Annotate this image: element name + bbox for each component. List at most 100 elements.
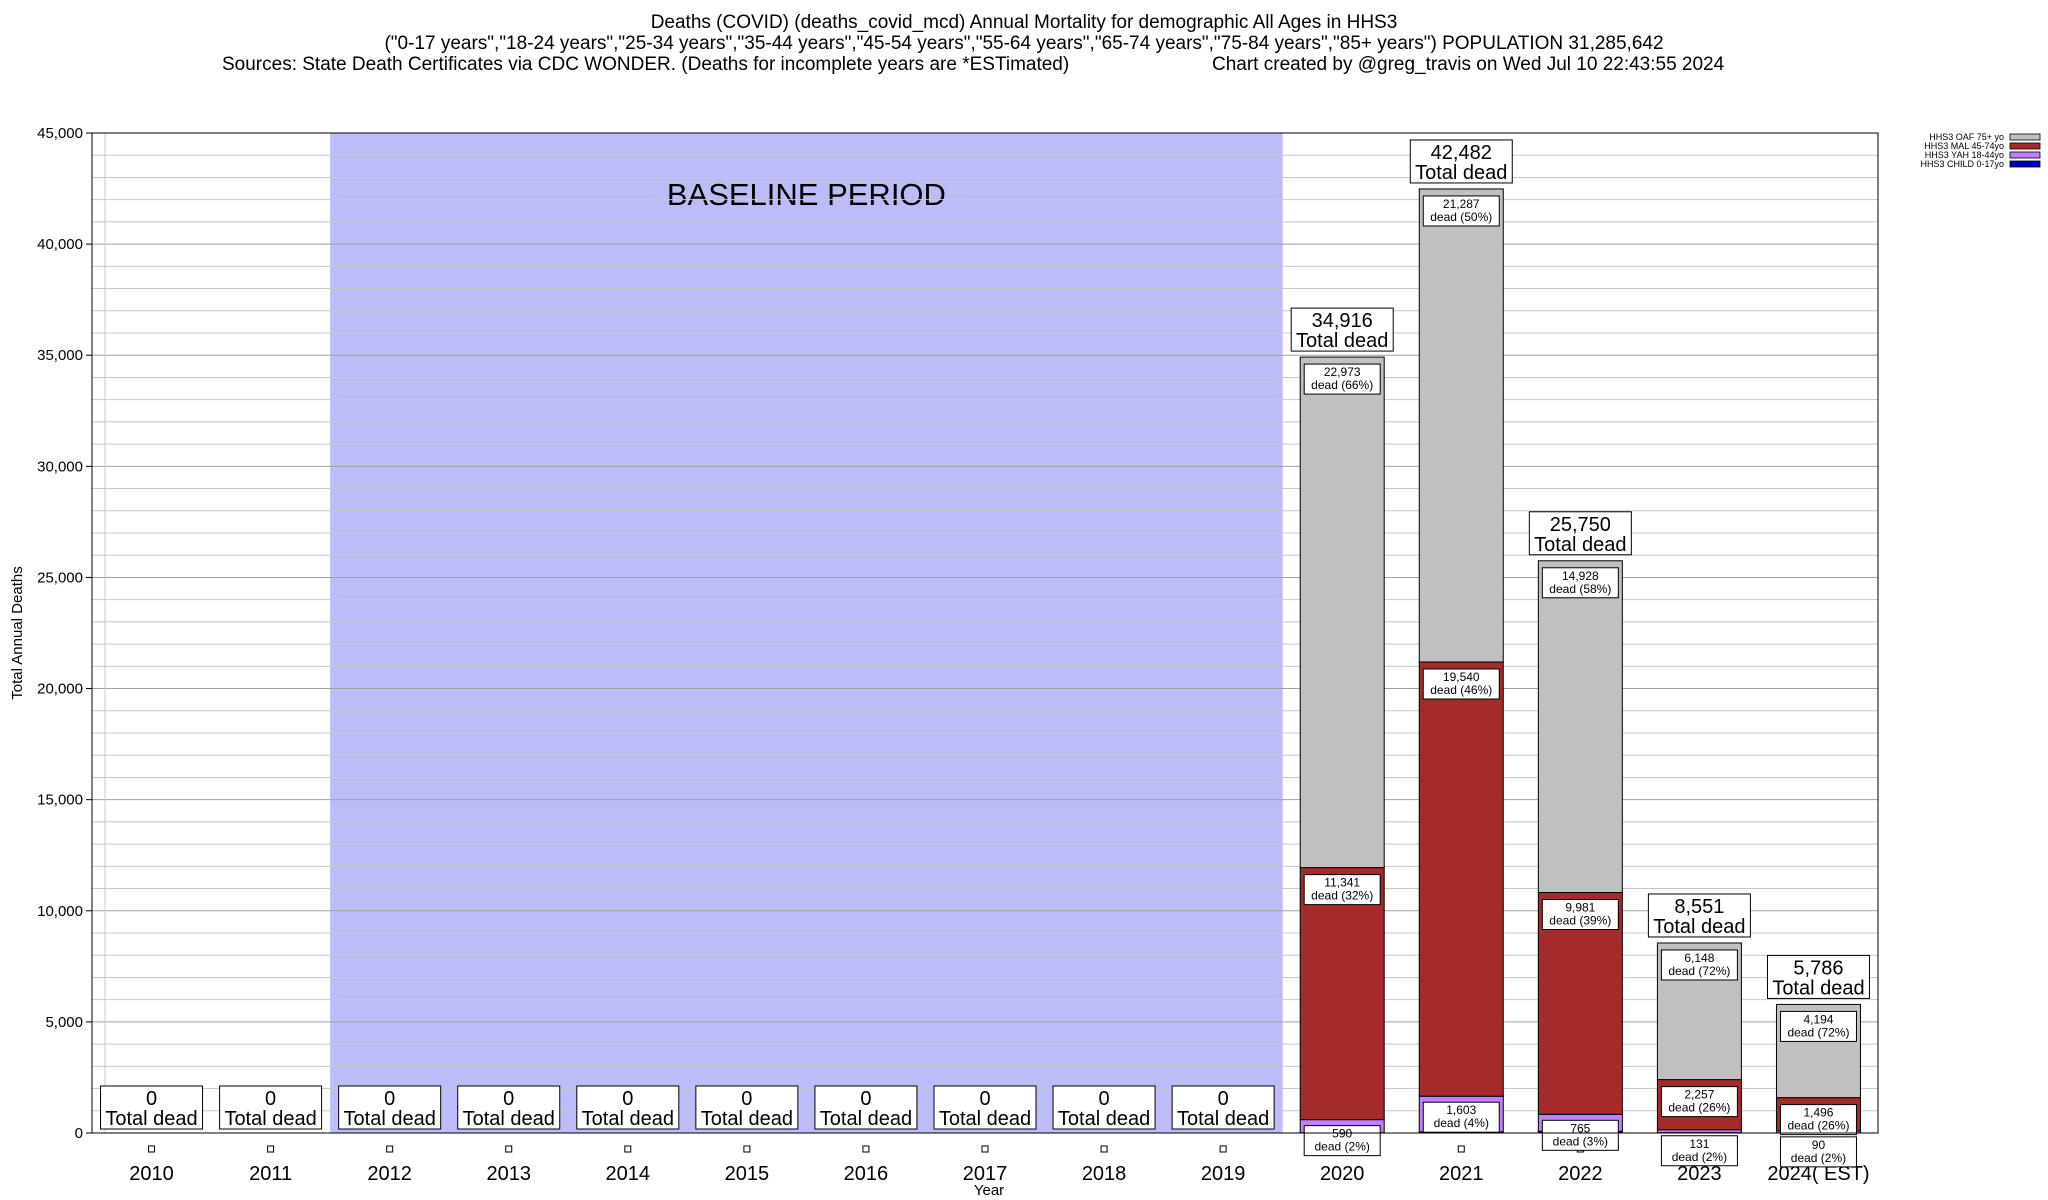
x-marker <box>1457 1145 1465 1153</box>
x-marker <box>981 1145 989 1153</box>
y-tick-label: 25,000 <box>37 569 83 586</box>
total-dead-label: Total dead <box>939 1108 1031 1130</box>
total-value-label: 0 <box>265 1088 276 1110</box>
segment-label-box <box>1779 1104 1857 1136</box>
segment-label-box <box>1779 1010 1857 1042</box>
total-value-label: 0 <box>1218 1088 1229 1110</box>
segment-percent-label: dead (3%) <box>1553 1134 1608 1148</box>
x-tick-label: 2022 <box>1558 1163 1603 1185</box>
x-marker <box>862 1145 870 1153</box>
total-dead-label: Total dead <box>1058 1108 1150 1130</box>
x-tick-label: 2016 <box>844 1163 889 1185</box>
segment-label-box <box>1303 1125 1381 1157</box>
segment-percent-label: dead (39%) <box>1549 914 1611 928</box>
segment-value-label: 21,287 <box>1443 197 1480 211</box>
total-label-box <box>1409 139 1513 184</box>
total-value-label: 42,482 <box>1431 142 1492 164</box>
x-tick-label: 2014 <box>606 1163 651 1185</box>
segment-percent-label: dead (2%) <box>1672 1150 1727 1164</box>
segment-label-box <box>1303 874 1381 906</box>
y-tick-label: 5,000 <box>45 1014 83 1031</box>
legend-swatch <box>2009 133 2041 141</box>
legend-label: HHS3 CHILD 0-17yo <box>1920 159 2004 169</box>
segment-value-label: 131 <box>1689 1137 1709 1151</box>
chart-subtitle: ("0-17 years","18-24 years","25-34 years… <box>384 33 1664 54</box>
y-tick-label: 0 <box>75 1125 83 1142</box>
legend-swatch <box>2009 142 2041 150</box>
baseline-period-band <box>330 133 1283 1133</box>
bar-segment <box>1299 356 1385 869</box>
total-label-box <box>338 1085 442 1130</box>
y-tick-label: 45,000 <box>37 125 83 142</box>
bar-segment <box>1418 188 1504 663</box>
total-dead-label: Total dead <box>1177 1108 1269 1130</box>
total-dead-label: Total dead <box>344 1108 436 1130</box>
baseline-period-label: BASELINE PERIOD <box>667 177 946 212</box>
x-marker <box>743 1145 751 1153</box>
total-label-box <box>1528 511 1632 556</box>
segment-percent-label: dead (46%) <box>1430 683 1492 697</box>
total-value-label: 0 <box>503 1088 514 1110</box>
y-tick-label: 10,000 <box>37 903 83 920</box>
segment-percent-label: dead (72%) <box>1668 964 1730 978</box>
total-dead-label: Total dead <box>582 1108 674 1130</box>
total-value-label: 0 <box>622 1088 633 1110</box>
chart-credit: Chart created by @greg_travis on Wed Jul… <box>1212 54 1725 75</box>
total-label-box <box>695 1085 799 1130</box>
total-label-box <box>1766 954 1870 999</box>
segment-label-box <box>1660 949 1738 981</box>
bar-segment <box>1299 867 1385 1121</box>
x-tick-label: 2024( EST) <box>1767 1163 1869 1185</box>
x-tick-label: 2023 <box>1677 1163 1722 1185</box>
total-label-box <box>1052 1085 1156 1130</box>
x-marker <box>1100 1145 1108 1153</box>
segment-value-label: 590 <box>1332 1127 1352 1141</box>
x-marker <box>267 1145 275 1153</box>
chart-sources: Sources: State Death Certificates via CD… <box>222 54 1070 75</box>
x-marker <box>1219 1145 1227 1153</box>
segment-label-box <box>1541 567 1619 599</box>
total-value-label: 0 <box>979 1088 990 1110</box>
total-label-box <box>457 1085 561 1130</box>
segment-label-box <box>1303 363 1381 395</box>
legend-label: HHS3 YAH 18-44yo <box>1925 150 2004 160</box>
segment-label-box <box>1779 1136 1857 1168</box>
segment-value-label: 1,496 <box>1803 1106 1833 1120</box>
segment-percent-label: dead (58%) <box>1549 582 1611 596</box>
y-tick-label: 40,000 <box>37 236 83 253</box>
x-marker <box>386 1145 394 1153</box>
x-tick-label: 2011 <box>249 1163 292 1185</box>
x-tick-label: 2015 <box>725 1163 770 1185</box>
x-marker <box>148 1145 156 1153</box>
segment-value-label: 4,194 <box>1803 1012 1833 1026</box>
x-marker <box>505 1145 513 1153</box>
segment-percent-label: dead (4%) <box>1434 1116 1489 1130</box>
total-value-label: 0 <box>1099 1088 1110 1110</box>
legend-label: HHS3 MAL 45-74yo <box>1924 141 2004 151</box>
x-tick-label: 2012 <box>367 1163 412 1185</box>
total-value-label: 0 <box>146 1088 157 1110</box>
x-axis-label: Year <box>974 1182 1004 1199</box>
total-label-box <box>1290 307 1394 352</box>
chart-title: Deaths (COVID) (deaths_covid_mcd) Annual… <box>650 12 1398 33</box>
total-value-label: 5,786 <box>1793 957 1843 979</box>
total-label-box <box>1171 1085 1275 1130</box>
segment-value-label: 19,540 <box>1443 670 1480 684</box>
total-dead-label: Total dead <box>820 1108 912 1130</box>
segment-value-label: 2,257 <box>1684 1088 1714 1102</box>
total-label-box <box>219 1085 323 1130</box>
segment-label-box <box>1422 1101 1500 1133</box>
chart-title-block: Deaths (COVID) (deaths_covid_mcd) Annual… <box>0 12 2048 54</box>
total-value-label: 8,551 <box>1674 896 1724 918</box>
total-value-label: 25,750 <box>1550 514 1611 536</box>
x-tick-label: 2013 <box>486 1163 531 1185</box>
total-dead-label: Total dead <box>1653 916 1745 938</box>
x-marker <box>624 1145 632 1153</box>
y-tick-label: 20,000 <box>37 681 83 698</box>
segment-label-box <box>1422 668 1500 700</box>
total-dead-label: Total dead <box>224 1108 316 1130</box>
total-label-box <box>576 1085 680 1130</box>
total-value-label: 34,916 <box>1312 310 1373 332</box>
total-dead-label: Total dead <box>105 1108 197 1130</box>
segment-percent-label: dead (26%) <box>1787 1119 1849 1133</box>
